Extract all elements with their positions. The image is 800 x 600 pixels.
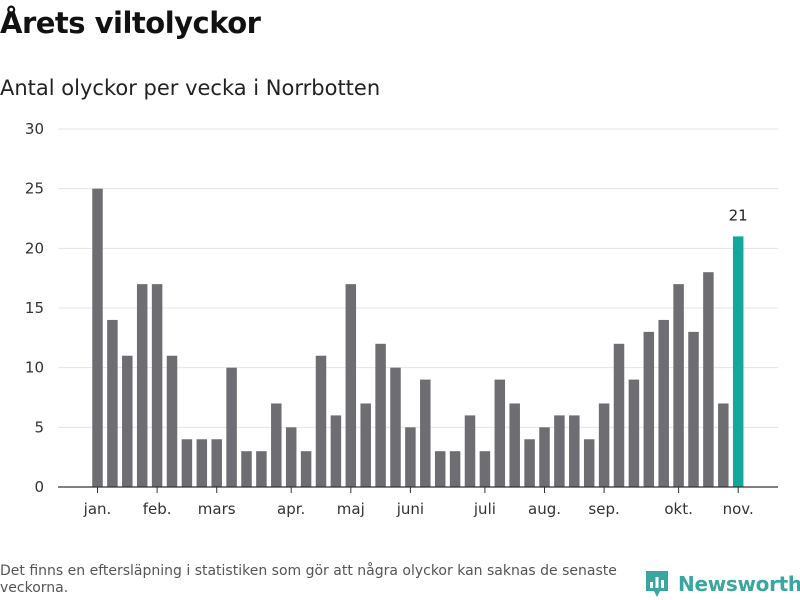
bar	[434, 451, 446, 487]
y-tick-label: 20	[25, 239, 44, 257]
bar	[718, 403, 729, 487]
bar	[464, 415, 476, 487]
y-tick-label: 10	[25, 359, 44, 377]
x-tick-label: juli	[473, 500, 496, 518]
bar	[256, 451, 267, 487]
bar	[330, 415, 342, 487]
y-tick-label: 0	[34, 478, 44, 496]
chart-subtitle: Antal olyckor per vecka i Norrbotten	[0, 76, 381, 100]
bar	[449, 451, 461, 487]
chart-title: Årets viltolyckor	[0, 6, 261, 40]
bar	[390, 367, 401, 487]
bar	[613, 343, 625, 487]
x-tick-label: feb.	[143, 500, 172, 518]
bar	[315, 355, 327, 487]
bar	[420, 379, 431, 487]
bar	[598, 403, 610, 487]
bar	[285, 427, 297, 487]
bar	[643, 331, 655, 487]
bar	[166, 355, 178, 487]
bar	[405, 427, 416, 487]
bar	[479, 451, 491, 487]
bar	[181, 439, 193, 487]
bar	[107, 319, 118, 487]
bar	[583, 439, 595, 487]
x-tick-label: maj	[337, 500, 365, 518]
data-labels: 21	[729, 206, 748, 224]
bar	[673, 284, 684, 487]
bar	[509, 403, 520, 487]
x-tick-label: sep.	[588, 500, 619, 518]
bar	[136, 284, 148, 487]
bar	[688, 331, 699, 487]
bar	[151, 284, 163, 487]
bar	[196, 439, 208, 487]
bar	[360, 403, 371, 487]
x-tick-label: nov.	[723, 500, 754, 518]
bar-highlight	[732, 236, 744, 487]
brand-logo: Newsworthy	[644, 568, 800, 600]
bar	[539, 427, 550, 487]
bar-chart: 0 5 10 15 20 25 30 jan. feb. mars apr. maj juni juli…	[25, 120, 778, 518]
bar	[703, 272, 714, 487]
x-tick-label: mars	[198, 500, 236, 518]
bar	[658, 319, 669, 487]
y-axis-ticks: 0 5 10 15 20 25 30	[25, 120, 44, 496]
x-tick-label: okt.	[664, 500, 693, 518]
bar-chart-logo-icon	[646, 571, 668, 597]
bar	[375, 343, 386, 487]
highlight-value-label: 21	[729, 206, 748, 224]
bar	[494, 379, 506, 487]
gridlines	[58, 128, 778, 428]
bar	[226, 367, 237, 487]
x-tick-label: apr.	[277, 500, 305, 518]
bar	[569, 415, 580, 487]
y-tick-label: 5	[34, 418, 44, 436]
bar	[211, 439, 222, 487]
x-tick-label: aug.	[528, 500, 561, 518]
bar	[271, 403, 282, 487]
x-axis-ticks: jan. feb. mars apr. maj juni juli aug. sep. okt. n…	[83, 487, 754, 518]
bar	[241, 451, 252, 487]
x-tick-label: jan.	[83, 500, 112, 518]
bar	[122, 355, 133, 487]
bar	[554, 415, 565, 487]
bar	[524, 439, 535, 487]
footnote: Det finns en eftersläpning i statistiken…	[0, 563, 617, 596]
bar	[92, 188, 103, 487]
y-tick-label: 25	[25, 180, 44, 198]
x-tick-label: juni	[396, 500, 424, 518]
y-tick-label: 30	[25, 120, 44, 138]
y-tick-label: 15	[25, 299, 44, 317]
bar	[300, 451, 312, 487]
bar	[628, 379, 640, 487]
brand-name: Newsworthy	[678, 572, 800, 596]
bar	[345, 284, 357, 487]
bars	[92, 188, 744, 487]
